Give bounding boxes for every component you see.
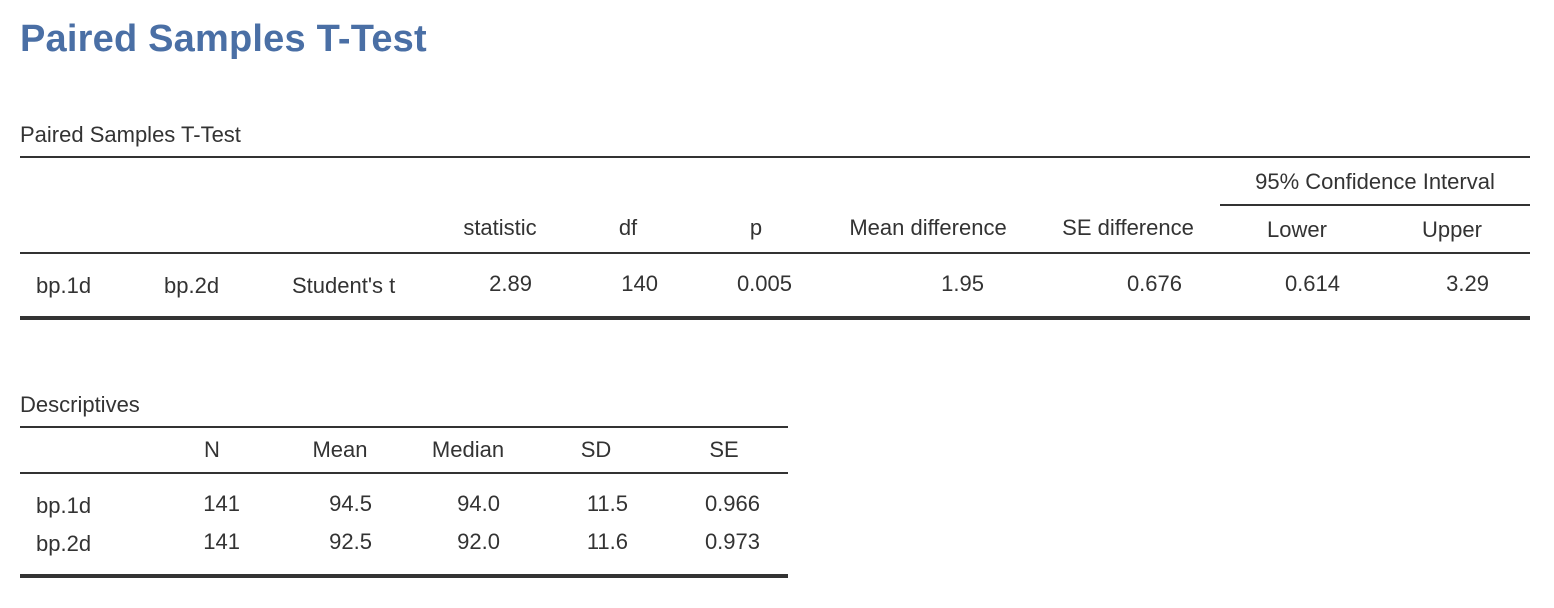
desc-row-name: bp.1d [36, 493, 92, 518]
header-se-difference: SE difference [1062, 215, 1194, 240]
desc-row-sd: 11.6 [586, 529, 628, 554]
header-upper: Upper [1422, 217, 1482, 242]
desc-row-name: bp.2d [36, 531, 92, 556]
header-df: df [618, 215, 638, 240]
ttest-p-value: 0.005 [736, 271, 792, 296]
descriptives-table-caption: Descriptives [20, 392, 140, 417]
desc-row-n: 141 [203, 491, 240, 516]
ci-group-rule [1220, 204, 1530, 206]
desc-header-mean: Mean [312, 437, 368, 462]
desc-row-se: 0.973 [704, 529, 760, 554]
ttest-top-rule [20, 156, 1530, 158]
desc-row-mean: 92.5 [329, 529, 372, 554]
descriptives-top-rule [20, 426, 788, 428]
header-statistic: statistic [463, 215, 537, 240]
ttest-statistic-value: 2.89 [489, 271, 532, 296]
descriptives-bottom-rule [20, 574, 788, 578]
ttest-df-value: 140 [621, 271, 658, 296]
header-p: p [749, 215, 763, 240]
desc-row-median: 94.0 [457, 491, 500, 516]
desc-row-mean: 94.5 [329, 491, 372, 516]
desc-header-median: Median [431, 437, 505, 462]
ttest-test-name: Student's t [292, 273, 396, 298]
ttest-var2: bp.2d [164, 273, 220, 298]
desc-row-median: 92.0 [457, 529, 500, 554]
header-lower: Lower [1267, 217, 1327, 242]
descriptives-header-rule [20, 472, 788, 474]
ttest-lower-value: 0.614 [1284, 271, 1340, 296]
desc-row-n: 141 [203, 529, 240, 554]
ttest-header-rule [20, 252, 1530, 254]
ttest-table-caption: Paired Samples T-Test [20, 122, 241, 147]
desc-header-n: N [204, 437, 220, 462]
ttest-var1: bp.1d [36, 273, 92, 298]
header-mean-difference: Mean difference [849, 215, 1007, 240]
desc-header-se: SE [709, 437, 739, 462]
ci-group-header: 95% Confidence Interval [1255, 169, 1495, 194]
ttest-mean-difference-value: 1.95 [941, 271, 984, 296]
desc-row-se: 0.966 [704, 491, 760, 516]
ttest-bottom-rule [20, 316, 1530, 320]
desc-header-sd: SD [580, 437, 612, 462]
ttest-se-difference-value: 0.676 [1126, 271, 1182, 296]
ttest-upper-value: 3.29 [1446, 271, 1489, 296]
desc-row-sd: 11.5 [586, 491, 628, 516]
page-title: Paired Samples T-Test [20, 18, 427, 60]
